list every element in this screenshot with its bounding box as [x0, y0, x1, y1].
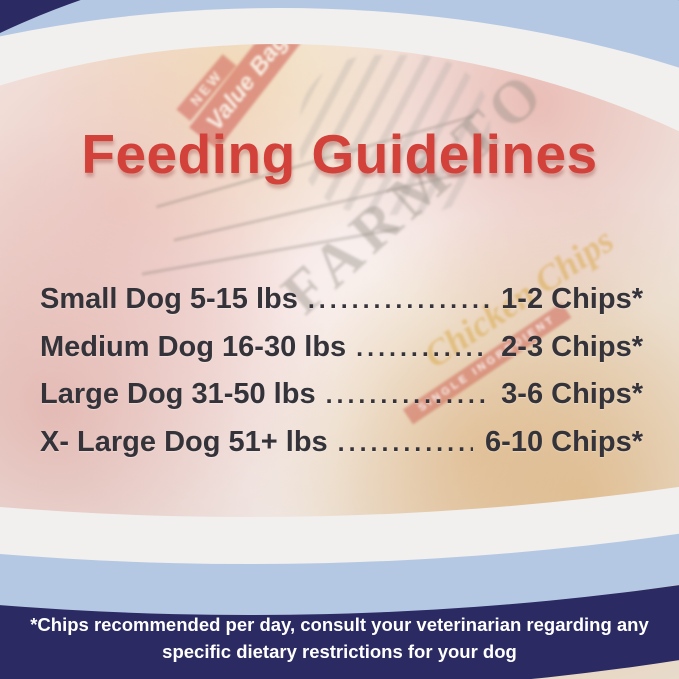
dot-leader: ........................................… [325, 381, 490, 409]
row-value: 1-2 Chips* [501, 283, 643, 315]
table-row-large-dog: Large Dog 31-50 lbs ....................… [40, 378, 643, 426]
row-value: 2-3 Chips* [501, 330, 643, 363]
row-value: 6-10 Chips* [485, 425, 643, 458]
table-row-xlarge-dog: X- Large Dog 51+ lbs ...................… [40, 426, 643, 474]
dot-leader: ........................................… [337, 428, 473, 457]
dot-leader: ........................................… [307, 286, 489, 314]
dot-leader: ........................................… [356, 333, 489, 362]
row-label: X- Large Dog 51+ lbs [40, 425, 328, 458]
row-label: Small Dog 5-15 lbs [40, 283, 298, 315]
page-title: Feeding Guidelines [81, 123, 598, 185]
row-label: Medium Dog 16-30 lbs [40, 330, 347, 363]
table-row-medium-dog: Medium Dog 16-30 lbs ...................… [40, 331, 643, 379]
feeding-table: Small Dog 5-15 lbs .....................… [40, 283, 643, 473]
row-label: Large Dog 31-50 lbs [40, 378, 316, 410]
disclaimer-text: *Chips recommended per day, consult your… [0, 611, 679, 667]
row-value: 3-6 Chips* [501, 378, 643, 410]
table-row-small-dog: Small Dog 5-15 lbs .....................… [40, 283, 643, 331]
disclaimer-text-inner: *Chips recommended per day, consult your… [30, 613, 649, 663]
